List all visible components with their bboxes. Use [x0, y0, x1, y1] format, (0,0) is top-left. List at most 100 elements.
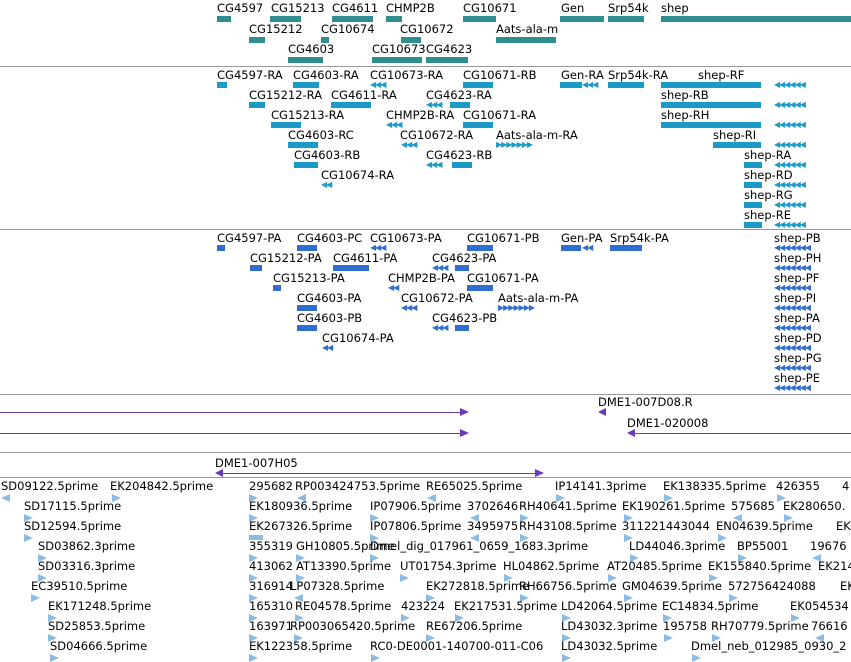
protein-feature[interactable] — [467, 245, 493, 251]
est-feature[interactable] — [520, 594, 529, 602]
transcript-label[interactable]: CG10671-RB — [463, 68, 537, 82]
est-feature[interactable] — [815, 634, 824, 642]
est-feature[interactable] — [249, 535, 263, 540]
transcript-feature[interactable] — [294, 162, 318, 168]
est-feature[interactable] — [624, 534, 633, 542]
est-label[interactable]: RP003065420.5prime — [290, 619, 416, 633]
est-label[interactable]: RE65025.5prime — [426, 479, 523, 493]
transcript-label[interactable]: CG4611-RA — [331, 88, 397, 102]
est-label[interactable]: EK214 — [818, 559, 851, 573]
est-label[interactable]: RE67206.5prime — [426, 619, 523, 633]
transcript-label[interactable]: Srp54k-RA — [608, 68, 669, 82]
est-feature[interactable] — [455, 614, 464, 622]
est-label[interactable]: 423224 — [401, 599, 445, 613]
gene-feature[interactable] — [249, 37, 265, 43]
est-label[interactable]: EK280650. — [783, 499, 846, 513]
gene-label[interactable]: Aats-ala-m — [496, 22, 559, 36]
protein-feature[interactable] — [217, 245, 225, 251]
est-feature[interactable] — [812, 554, 821, 562]
transcript-label[interactable]: CG4603-RB — [294, 148, 361, 162]
est-feature[interactable] — [297, 494, 306, 502]
transcript-label[interactable]: Aats-ala-m-RA — [496, 128, 578, 142]
est-label[interactable]: RC0-DE0001-140700-011-C06 — [370, 639, 544, 653]
transcript-feature[interactable] — [744, 222, 762, 228]
clone-label[interactable]: DME1-007H05 — [215, 456, 298, 470]
est-label[interactable]: BP55001 — [737, 539, 789, 553]
est-feature[interactable] — [294, 634, 303, 642]
protein-label[interactable]: Aats-ala-m-PA — [498, 291, 579, 305]
est-label[interactable]: GH10805.5prime — [296, 539, 395, 553]
transcript-label[interactable]: CG15213-RA — [271, 108, 345, 122]
protein-label[interactable]: shep-PB — [774, 231, 821, 245]
transcript-label[interactable]: shep-RH — [661, 108, 710, 122]
est-label[interactable]: IP14141.3prime — [555, 479, 647, 493]
est-label[interactable]: RH43108.5prime — [519, 519, 617, 533]
est-label[interactable]: EC14834.5prime — [662, 599, 759, 613]
est-feature[interactable] — [1, 494, 10, 502]
transcript-label[interactable]: shep-RG — [744, 188, 793, 202]
transcript-label[interactable]: CG4603-RA — [293, 68, 359, 82]
gene-label[interactable]: CG15212 — [249, 22, 303, 36]
protein-label[interactable]: CG15213-PA — [273, 271, 345, 285]
est-feature[interactable] — [556, 494, 565, 502]
protein-label[interactable]: shep-PD — [774, 331, 822, 345]
gene-feature[interactable] — [386, 16, 402, 22]
est-feature[interactable] — [370, 514, 379, 522]
est-label[interactable]: 76616 — [811, 619, 848, 633]
est-feature[interactable] — [295, 614, 304, 622]
gene-feature[interactable] — [661, 16, 851, 22]
est-label[interactable]: 575685 — [731, 499, 775, 513]
protein-label[interactable]: CG4603-PC — [297, 231, 363, 245]
clone-feature[interactable] — [630, 433, 851, 434]
est-feature[interactable] — [401, 614, 410, 622]
transcript-feature[interactable] — [608, 82, 644, 88]
est-label[interactable]: EK — [836, 519, 851, 533]
est-feature[interactable] — [249, 654, 258, 662]
est-label[interactable]: 413062 — [249, 559, 293, 573]
est-feature[interactable] — [692, 654, 701, 662]
gene-label[interactable]: CG4611 — [332, 1, 379, 15]
est-feature[interactable] — [738, 554, 747, 562]
est-feature[interactable] — [709, 574, 718, 582]
gene-feature[interactable] — [496, 37, 556, 43]
protein-label[interactable]: shep-PI — [774, 291, 817, 305]
transcript-feature[interactable] — [463, 82, 493, 88]
transcript-label[interactable]: CG4603-RC — [288, 128, 354, 142]
est-feature[interactable] — [718, 534, 727, 542]
protein-label[interactable]: CG10671-PA — [467, 271, 539, 285]
est-feature[interactable] — [48, 634, 57, 642]
est-feature[interactable] — [791, 614, 800, 622]
transcript-feature[interactable] — [288, 142, 318, 148]
est-label[interactable]: AT13390.5prime — [296, 559, 392, 573]
transcript-feature[interactable] — [271, 122, 301, 128]
gene-feature[interactable] — [332, 16, 373, 22]
est-label[interactable]: EN04639.5prime — [716, 519, 813, 533]
gene-label[interactable]: CG4597 — [217, 1, 264, 15]
gene-label[interactable]: CHMP2B — [386, 1, 435, 15]
est-feature[interactable] — [470, 514, 479, 522]
clone-label[interactable]: DME1-020008 — [627, 416, 709, 430]
protein-feature[interactable] — [273, 285, 281, 291]
transcript-label[interactable]: shep-RD — [744, 168, 793, 182]
est-label[interactable]: SD12594.5prime — [24, 519, 122, 533]
est-label[interactable]: LD43032.3prime — [561, 619, 658, 633]
est-feature[interactable] — [664, 494, 673, 502]
protein-label[interactable]: shep-PG — [774, 351, 822, 365]
est-feature[interactable] — [663, 614, 672, 622]
est-label[interactable]: RP003424753.5prime — [295, 479, 421, 493]
est-label[interactable]: 316914 — [249, 579, 293, 593]
transcript-label[interactable]: CG10671-RA — [463, 108, 537, 122]
protein-label[interactable]: CHMP2B-PA — [388, 271, 455, 285]
transcript-label[interactable]: CG10674-RA — [321, 168, 395, 182]
est-label[interactable]: AT20485.5prime — [607, 559, 703, 573]
est-feature[interactable] — [249, 554, 258, 562]
protein-feature[interactable] — [297, 325, 317, 331]
est-label[interactable]: EK122358.5prime — [249, 639, 353, 653]
est-label[interactable]: 4 — [842, 479, 850, 493]
est-label[interactable]: SD25853.5prime — [48, 619, 146, 633]
est-label[interactable]: EK217531.5prime — [454, 599, 558, 613]
protein-label[interactable]: Gen-PA — [561, 231, 603, 245]
est-feature[interactable] — [249, 614, 258, 622]
est-label[interactable]: Dmel_dig_017961_0659_1683.3prime — [370, 539, 589, 553]
transcript-feature[interactable] — [713, 142, 761, 148]
